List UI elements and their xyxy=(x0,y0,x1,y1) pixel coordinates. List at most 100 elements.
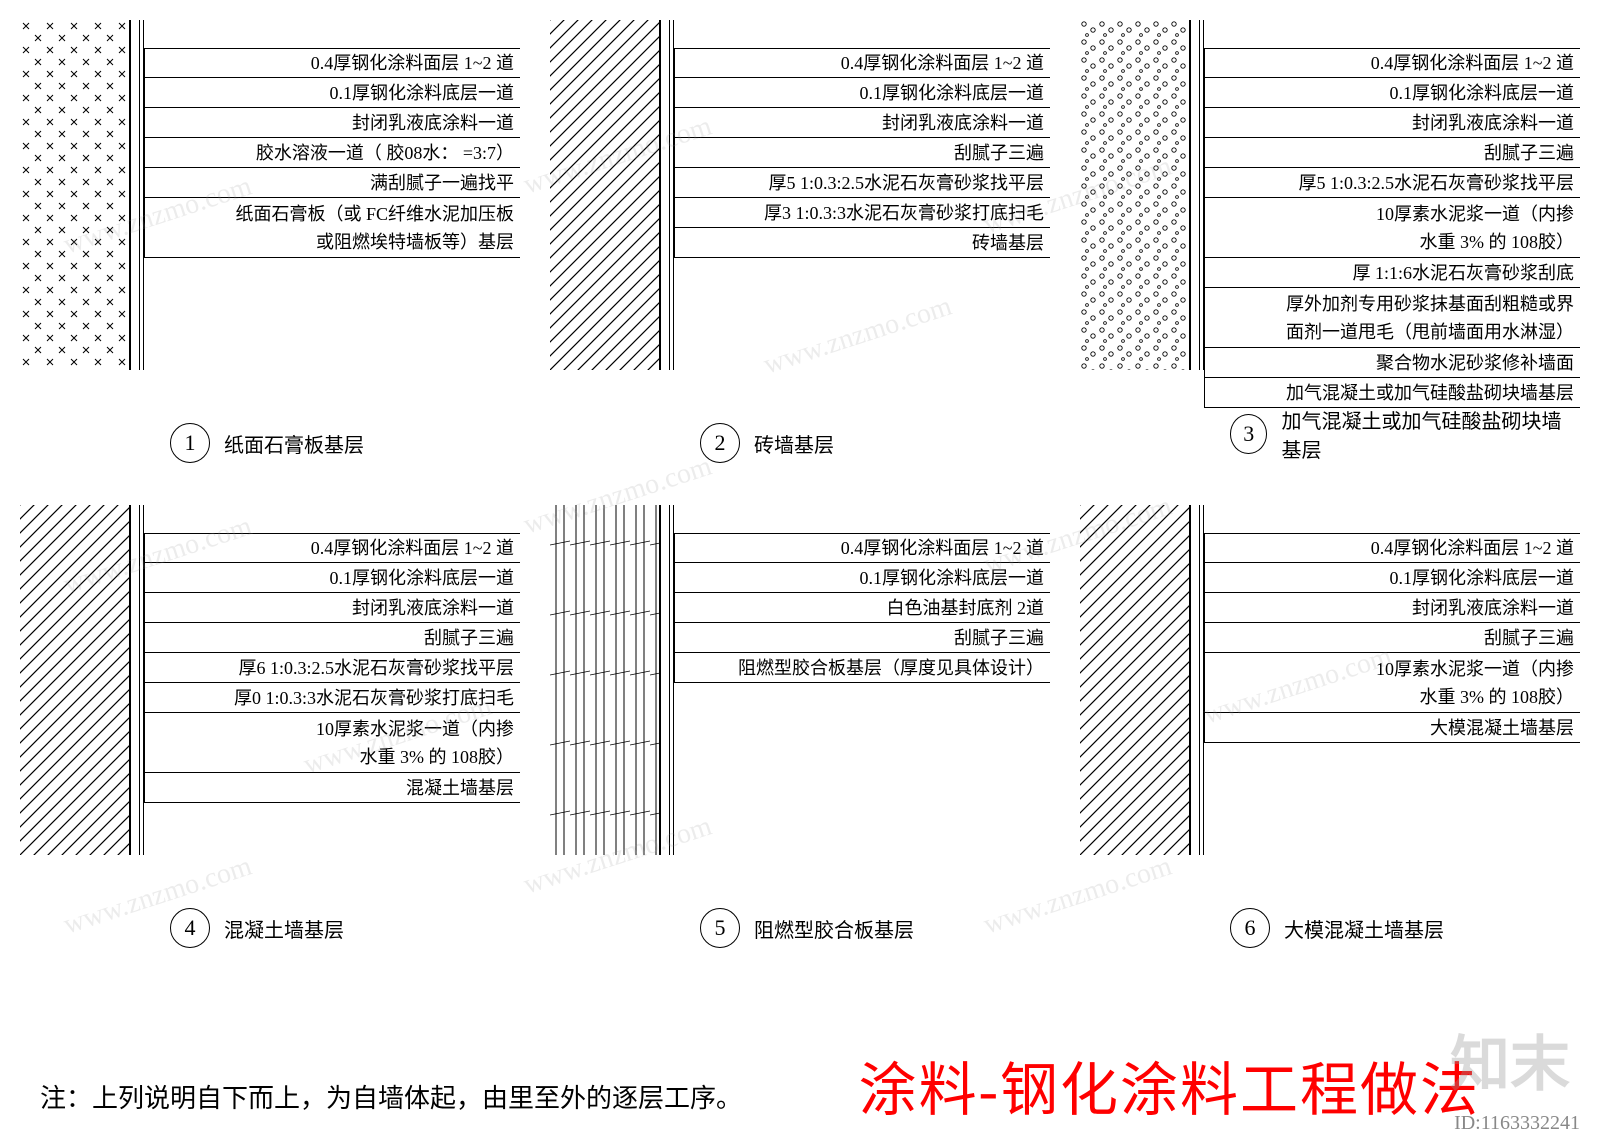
panel-caption: 1 纸面石膏板基层 xyxy=(170,423,364,463)
layer-label: 纸面石膏板（或 FC纤维水泥加压板或阻燃埃特墙板等）基层 xyxy=(144,198,520,258)
detail-panel: 0.4厚钢化涂料面层 1~2 道0.1厚钢化涂料底层一道封闭乳液底涂料一道刮腻子… xyxy=(1080,20,1580,495)
layer-label: 10厚素水泥浆一道（内掺水重 3% 的 108胶） xyxy=(144,713,520,773)
layer-callouts: 0.4厚钢化涂料面层 1~2 道0.1厚钢化涂料底层一道封闭乳液底涂料一道刮腻子… xyxy=(144,533,520,803)
wall-substrate xyxy=(20,505,130,855)
layer-label: 封闭乳液底涂料一道 xyxy=(1204,593,1580,623)
vertical-leader xyxy=(144,48,145,258)
layer-label: 0.1厚钢化涂料底层一道 xyxy=(144,563,520,593)
panel-caption: 2 砖墙基层 xyxy=(700,423,834,463)
panel-caption: 5 阻燃型胶合板基层 xyxy=(700,908,914,948)
diagram-grid: 0.4厚钢化涂料面层 1~2 道0.1厚钢化涂料底层一道封闭乳液底涂料一道胶水溶… xyxy=(20,20,1580,980)
coating-layer-strip xyxy=(130,505,140,855)
detail-panel: 0.4厚钢化涂料面层 1~2 道0.1厚钢化涂料底层一道封闭乳液底涂料一道刮腻子… xyxy=(550,20,1050,495)
wall-substrate xyxy=(550,20,660,370)
layer-callouts: 0.4厚钢化涂料面层 1~2 道0.1厚钢化涂料底层一道封闭乳液底涂料一道胶水溶… xyxy=(144,48,520,258)
layer-label: 0.1厚钢化涂料底层一道 xyxy=(144,78,520,108)
layer-label: 混凝土墙基层 xyxy=(144,773,520,803)
layer-label: 0.1厚钢化涂料底层一道 xyxy=(674,78,1050,108)
coating-layer-strip xyxy=(1190,20,1200,370)
layer-label: 0.4厚钢化涂料面层 1~2 道 xyxy=(1204,48,1580,78)
coating-layer-strip xyxy=(1190,505,1200,855)
vertical-leader xyxy=(674,533,675,683)
wall-section-diagram: 0.4厚钢化涂料面层 1~2 道0.1厚钢化涂料底层一道封闭乳液底涂料一道刮腻子… xyxy=(1080,20,1580,370)
wall-section-diagram: 0.4厚钢化涂料面层 1~2 道0.1厚钢化涂料底层一道封闭乳液底涂料一道胶水溶… xyxy=(20,20,520,370)
layer-callouts: 0.4厚钢化涂料面层 1~2 道0.1厚钢化涂料底层一道封闭乳液底涂料一道刮腻子… xyxy=(674,48,1050,258)
layer-label: 0.4厚钢化涂料面层 1~2 道 xyxy=(144,48,520,78)
panel-caption-text: 阻燃型胶合板基层 xyxy=(754,914,914,943)
footnote: 注：上列说明自下而上，为自墙体起，由里至外的逐层工序。 xyxy=(40,1078,742,1115)
layer-label: 阻燃型胶合板基层（厚度见具体设计） xyxy=(674,653,1050,683)
detail-panel: 0.4厚钢化涂料面层 1~2 道0.1厚钢化涂料底层一道封闭乳液底涂料一道刮腻子… xyxy=(1080,505,1580,980)
detail-panel: 0.4厚钢化涂料面层 1~2 道0.1厚钢化涂料底层一道封闭乳液底涂料一道胶水溶… xyxy=(20,20,520,495)
layer-label: 大模混凝土墙基层 xyxy=(1204,713,1580,743)
vertical-leader xyxy=(1204,48,1205,408)
layer-label: 10厚素水泥浆一道（内掺水重 3% 的 108胶） xyxy=(1204,653,1580,713)
layer-label: 厚 1:1:6水泥石灰膏砂浆刮底 xyxy=(1204,258,1580,288)
layer-label: 封闭乳液底涂料一道 xyxy=(144,593,520,623)
watermark-logo: 知末 xyxy=(1450,1016,1570,1103)
layer-label: 0.4厚钢化涂料面层 1~2 道 xyxy=(144,533,520,563)
layer-label: 刮腻子三遍 xyxy=(144,623,520,653)
wall-section-diagram: 0.4厚钢化涂料面层 1~2 道0.1厚钢化涂料底层一道封闭乳液底涂料一道刮腻子… xyxy=(1080,505,1580,855)
panel-number-circle: 5 xyxy=(700,908,740,948)
coating-layer-strip xyxy=(660,20,670,370)
panel-caption-text: 大模混凝土墙基层 xyxy=(1284,914,1444,943)
coating-layer-strip xyxy=(130,20,140,370)
layer-label: 0.4厚钢化涂料面层 1~2 道 xyxy=(674,533,1050,563)
layer-label: 0.1厚钢化涂料底层一道 xyxy=(674,563,1050,593)
layer-label: 厚0 1:0.3:3水泥石灰膏砂浆打底扫毛 xyxy=(144,683,520,713)
layer-label: 0.1厚钢化涂料底层一道 xyxy=(1204,563,1580,593)
layer-callouts: 0.4厚钢化涂料面层 1~2 道0.1厚钢化涂料底层一道白色油基封底剂 2道刮腻… xyxy=(674,533,1050,683)
panel-caption-text: 纸面石膏板基层 xyxy=(224,429,364,458)
layer-label: 厚外加剂专用砂浆抹基面刮粗糙或界面剂一道甩毛（甩前墙面用水淋湿） xyxy=(1204,288,1580,348)
wall-section-diagram: 0.4厚钢化涂料面层 1~2 道0.1厚钢化涂料底层一道白色油基封底剂 2道刮腻… xyxy=(550,505,1050,855)
layer-label: 封闭乳液底涂料一道 xyxy=(1204,108,1580,138)
layer-callouts: 0.4厚钢化涂料面层 1~2 道0.1厚钢化涂料底层一道封闭乳液底涂料一道刮腻子… xyxy=(1204,533,1580,743)
layer-label: 满刮腻子一遍找平 xyxy=(144,168,520,198)
layer-label: 0.4厚钢化涂料面层 1~2 道 xyxy=(1204,533,1580,563)
layer-label: 10厚素水泥浆一道（内掺水重 3% 的 108胶） xyxy=(1204,198,1580,258)
wall-substrate xyxy=(1080,20,1190,370)
layer-label: 0.1厚钢化涂料底层一道 xyxy=(1204,78,1580,108)
drawing-title: 涂料-钢化涂料工程做法 xyxy=(859,1043,1480,1127)
coating-layer-strip xyxy=(660,505,670,855)
wall-substrate xyxy=(20,20,130,370)
layer-label: 白色油基封底剂 2道 xyxy=(674,593,1050,623)
wall-section-diagram: 0.4厚钢化涂料面层 1~2 道0.1厚钢化涂料底层一道封闭乳液底涂料一道刮腻子… xyxy=(550,20,1050,370)
layer-label: 封闭乳液底涂料一道 xyxy=(144,108,520,138)
panel-caption: 6 大模混凝土墙基层 xyxy=(1230,908,1444,948)
layer-label: 封闭乳液底涂料一道 xyxy=(674,108,1050,138)
vertical-leader xyxy=(674,48,675,258)
detail-panel: 0.4厚钢化涂料面层 1~2 道0.1厚钢化涂料底层一道封闭乳液底涂料一道刮腻子… xyxy=(20,505,520,980)
detail-panel: 0.4厚钢化涂料面层 1~2 道0.1厚钢化涂料底层一道白色油基封底剂 2道刮腻… xyxy=(550,505,1050,980)
panel-caption: 4 混凝土墙基层 xyxy=(170,908,344,948)
layer-label: 刮腻子三遍 xyxy=(674,138,1050,168)
panel-caption-text: 混凝土墙基层 xyxy=(224,914,344,943)
layer-label: 厚5 1:0.3:2.5水泥石灰膏砂浆找平层 xyxy=(1204,168,1580,198)
layer-callouts: 0.4厚钢化涂料面层 1~2 道0.1厚钢化涂料底层一道封闭乳液底涂料一道刮腻子… xyxy=(1204,48,1580,408)
asset-id: ID:1163332241 xyxy=(1454,1112,1580,1135)
layer-label: 0.4厚钢化涂料面层 1~2 道 xyxy=(674,48,1050,78)
layer-label: 厚5 1:0.3:2.5水泥石灰膏砂浆找平层 xyxy=(674,168,1050,198)
panel-caption-text: 砖墙基层 xyxy=(754,429,834,458)
panel-caption: 3 加气混凝土或加气硅酸盐砌块墙基层 xyxy=(1230,405,1580,463)
vertical-leader xyxy=(144,533,145,803)
layer-label: 砖墙基层 xyxy=(674,228,1050,258)
wall-substrate xyxy=(1080,505,1190,855)
layer-label: 刮腻子三遍 xyxy=(1204,623,1580,653)
panel-caption-text: 加气混凝土或加气硅酸盐砌块墙基层 xyxy=(1281,405,1580,463)
panel-number-circle: 3 xyxy=(1230,414,1267,454)
panel-number-circle: 1 xyxy=(170,423,210,463)
layer-label: 厚3 1:0.3:3水泥石灰膏砂浆打底扫毛 xyxy=(674,198,1050,228)
panel-number-circle: 6 xyxy=(1230,908,1270,948)
layer-label: 加气混凝土或加气硅酸盐砌块墙基层 xyxy=(1204,378,1580,408)
panel-number-circle: 4 xyxy=(170,908,210,948)
layer-label: 胶水溶液一道（ 胶08水： =3:7） xyxy=(144,138,520,168)
wall-section-diagram: 0.4厚钢化涂料面层 1~2 道0.1厚钢化涂料底层一道封闭乳液底涂料一道刮腻子… xyxy=(20,505,520,855)
wall-substrate xyxy=(550,505,660,855)
layer-label: 刮腻子三遍 xyxy=(674,623,1050,653)
panel-number-circle: 2 xyxy=(700,423,740,463)
layer-label: 聚合物水泥砂浆修补墙面 xyxy=(1204,348,1580,378)
layer-label: 刮腻子三遍 xyxy=(1204,138,1580,168)
layer-label: 厚6 1:0.3:2.5水泥石灰膏砂浆找平层 xyxy=(144,653,520,683)
